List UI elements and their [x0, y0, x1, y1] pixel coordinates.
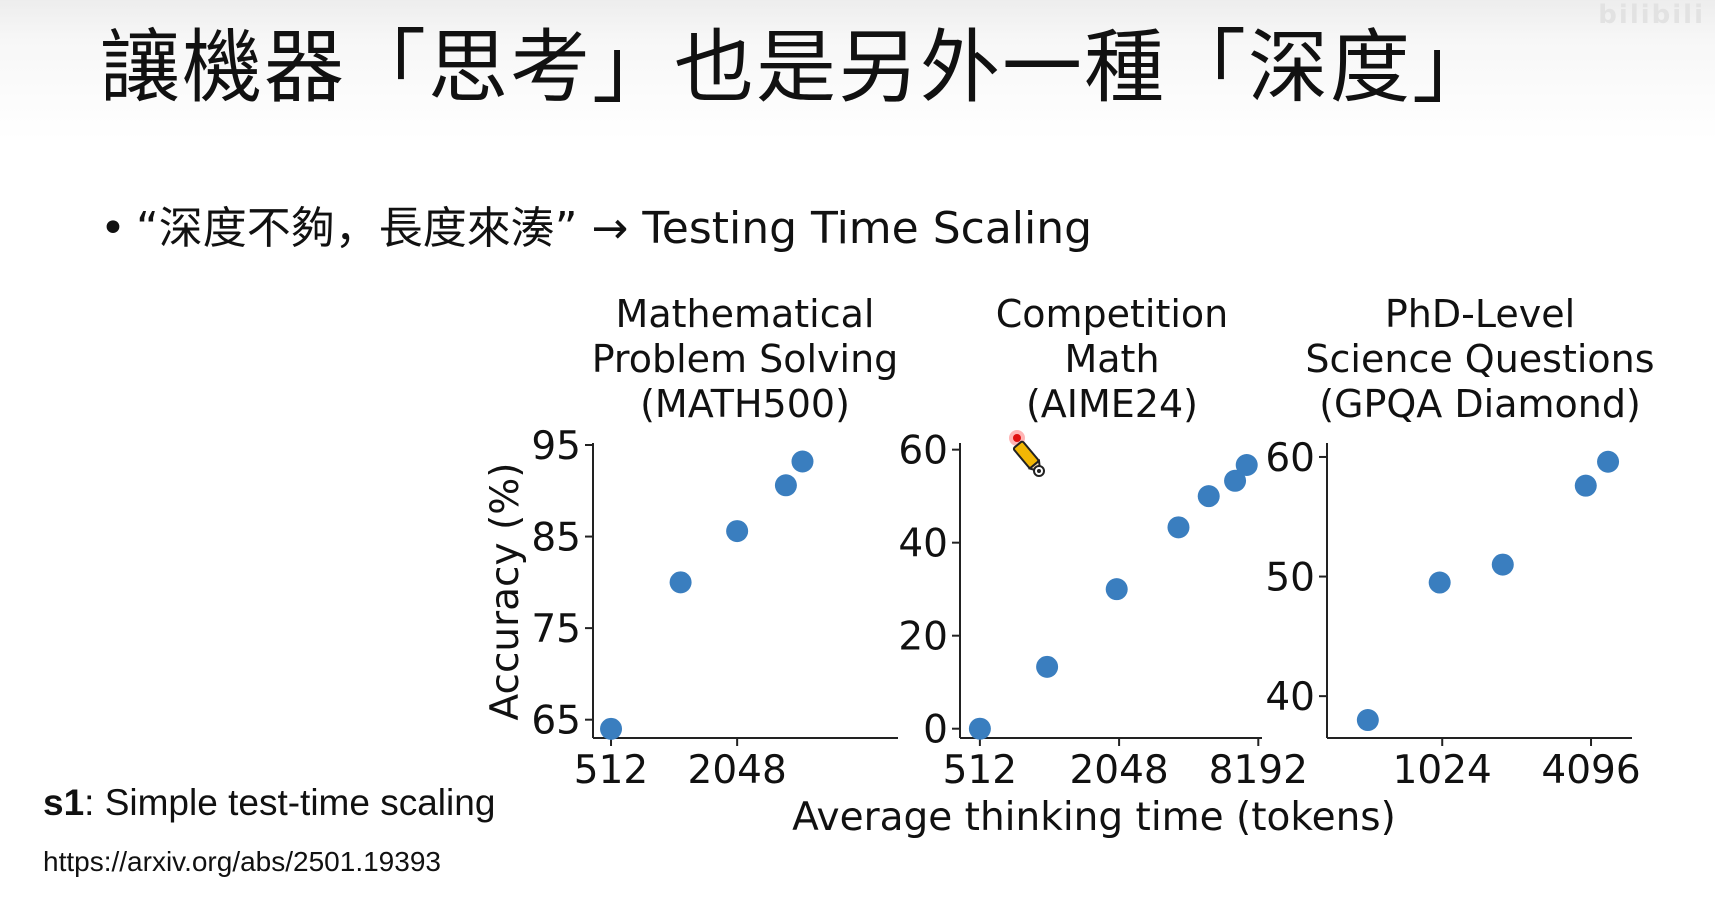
y-tick-label: 75 — [531, 607, 581, 652]
y-axis-label: Accuracy (%) — [483, 463, 528, 721]
chart-title-line: (GPQA Diamond) — [1319, 382, 1641, 426]
data-point — [1105, 578, 1128, 601]
y-tick-label: 40 — [1265, 675, 1315, 720]
x-tick-label: 8192 — [1209, 748, 1308, 793]
data-point — [1197, 485, 1220, 508]
chart-title-line: Problem Solving — [592, 337, 899, 381]
x-axis-label: Average thinking time (tokens) — [792, 795, 1396, 840]
data-point — [774, 474, 797, 497]
pencil-cursor-icon — [1009, 430, 1045, 477]
chart-title-line: (MATH500) — [640, 382, 850, 426]
chart-title-line: (AIME24) — [1026, 382, 1198, 426]
data-point — [669, 571, 692, 594]
bullet-symbol: • — [100, 203, 126, 254]
chart-title-line: Math — [1064, 337, 1159, 381]
data-point — [1491, 553, 1514, 576]
reference-title: s1: Simple test-time scaling — [43, 782, 495, 824]
chart-title-line: Competition — [996, 292, 1229, 336]
watermark-logo: bilibili — [1598, 0, 1705, 30]
reference-link[interactable]: https://arxiv.org/abs/2501.19393 — [43, 846, 441, 877]
data-point — [1036, 655, 1059, 678]
chart-title-line: Science Questions — [1305, 337, 1654, 381]
y-tick-label: 95 — [531, 424, 581, 469]
y-tick-label: 60 — [1265, 436, 1315, 481]
bullet-point: • “深度不夠，長度來湊” → Testing Time Scaling — [100, 207, 1092, 251]
x-tick-label: 512 — [574, 748, 648, 793]
data-point — [968, 717, 991, 740]
data-point — [791, 450, 814, 473]
x-tick-label: 512 — [943, 748, 1017, 793]
data-point — [1224, 469, 1247, 492]
reference-rest: : Simple test-time scaling — [84, 782, 496, 823]
data-point — [1597, 450, 1620, 473]
y-tick-label: 40 — [898, 522, 948, 567]
y-tick-label: 85 — [531, 516, 581, 561]
y-tick-label: 20 — [898, 615, 948, 660]
data-point — [1574, 474, 1597, 497]
reference-bold: s1 — [43, 782, 85, 823]
slide-title: 讓機器「思考」也是另外一種「深度」 — [100, 21, 1494, 114]
chart-title-line: Mathematical — [616, 292, 875, 336]
data-point — [1428, 571, 1451, 594]
data-point — [600, 717, 623, 740]
chart-title-line: PhD-Level — [1385, 292, 1575, 336]
x-tick-label: 2048 — [688, 748, 787, 793]
x-tick-label: 1024 — [1393, 748, 1492, 793]
data-point — [1167, 516, 1190, 539]
x-tick-label: 2048 — [1069, 748, 1168, 793]
y-tick-label: 0 — [923, 708, 948, 753]
bullet-text: “深度不夠，長度來湊” → Testing Time Scaling — [135, 203, 1093, 254]
x-tick-label: 4096 — [1541, 748, 1640, 793]
y-tick-label: 65 — [531, 699, 581, 744]
y-tick-label: 60 — [898, 429, 948, 474]
data-point — [726, 520, 749, 543]
data-point — [1235, 453, 1258, 476]
y-tick-label: 50 — [1265, 556, 1315, 601]
data-point — [1356, 709, 1379, 732]
